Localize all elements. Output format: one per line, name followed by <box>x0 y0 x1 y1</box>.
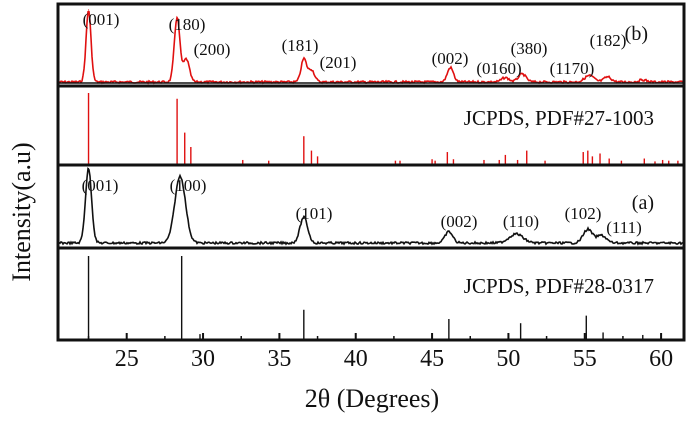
peak-label: (380) <box>511 39 548 58</box>
peak-label: (101) <box>296 204 333 223</box>
peak-label: (181) <box>282 36 319 55</box>
peak-point <box>176 16 178 18</box>
x-tick-label: 50 <box>496 346 520 372</box>
panel-label: JCPDS, PDF#27-1003 <box>464 106 654 130</box>
peak-point <box>521 73 523 75</box>
peak-label: (182) <box>590 31 627 50</box>
peak-point <box>515 233 517 235</box>
peak-label: (111) <box>606 218 642 237</box>
peak-point <box>310 69 313 71</box>
panel-3 <box>58 166 684 246</box>
peak-point <box>303 216 305 218</box>
peak-label: (100) <box>170 176 207 195</box>
peak-label: (201) <box>320 53 357 72</box>
peak-label: (180) <box>169 15 206 34</box>
x-tick-label: 55 <box>573 346 597 372</box>
peak-label: (200) <box>194 40 231 59</box>
panel-label: (b) <box>625 23 648 45</box>
y-axis-label: Intensity(a.u) <box>7 142 36 281</box>
x-tick-label: 60 <box>649 346 673 372</box>
panel-4 <box>87 256 662 340</box>
peak-point <box>185 58 187 60</box>
x-tick-label: 45 <box>420 346 444 372</box>
panel-1 <box>58 9 684 85</box>
peak-label: (001) <box>82 176 119 195</box>
peak-point <box>600 234 603 236</box>
panel-label: (a) <box>632 192 654 214</box>
peak-point <box>587 228 589 230</box>
peak-point <box>504 77 506 79</box>
x-tick-label: 35 <box>267 346 291 372</box>
peak-label: (102) <box>565 204 602 223</box>
peak-point <box>87 167 90 170</box>
peak-label: (002) <box>432 49 469 68</box>
series-line <box>58 166 684 246</box>
x-tick-label: 25 <box>115 346 139 372</box>
peak-label: (110) <box>503 212 539 231</box>
peak-label: (0160) <box>476 59 521 78</box>
panel-label: JCPDS, PDF#28-0317 <box>464 274 654 298</box>
peak-point <box>87 9 90 11</box>
x-tick-label: 40 <box>344 346 368 372</box>
frame-layer <box>56 2 686 342</box>
peak-label: (001) <box>83 10 120 29</box>
peak-label: (002) <box>441 212 478 231</box>
x-axis: 25 30 35 40 45 50 55 60 <box>87 333 673 372</box>
series-line <box>58 10 684 85</box>
peak-label: (1170) <box>550 59 595 78</box>
x-tick-label: 30 <box>191 346 215 372</box>
peak-point <box>179 175 181 177</box>
plot-frame <box>56 2 686 342</box>
peak-point <box>448 231 450 233</box>
x-axis-label: 2θ (Degrees) <box>305 384 439 413</box>
peak-point <box>607 76 609 78</box>
peak-point <box>588 74 590 77</box>
peak-point <box>303 58 305 60</box>
peak-point <box>642 79 644 81</box>
peak-point <box>449 67 451 69</box>
annotations-layer: (001) (180) (200) (181)(201) (002) (0160)(380… <box>82 10 654 298</box>
